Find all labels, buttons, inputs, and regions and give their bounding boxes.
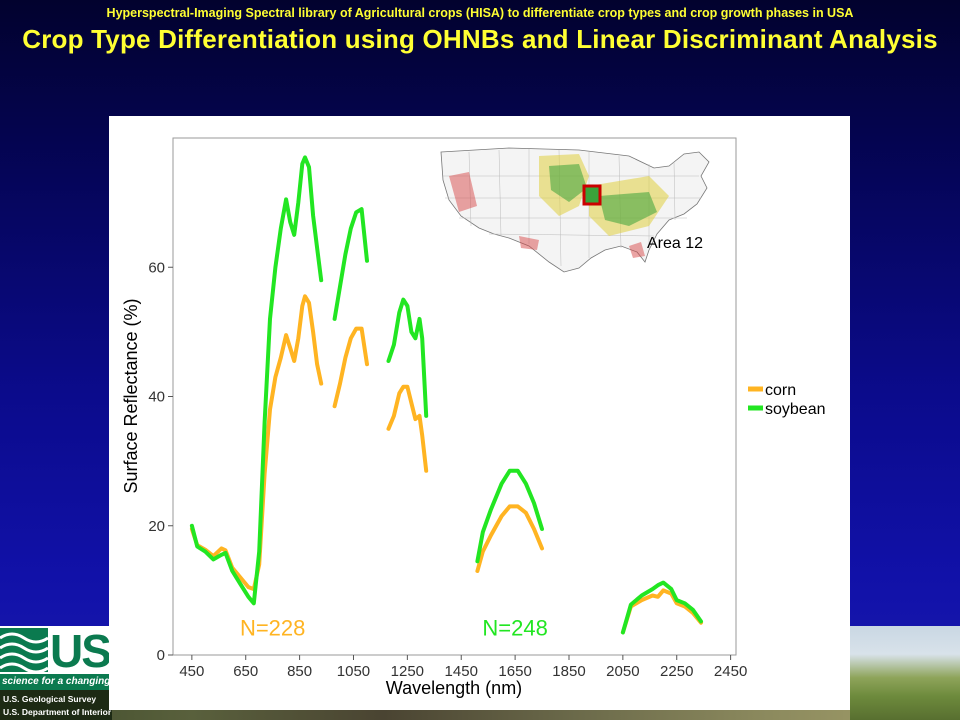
legend-label-soybean: soybean [765, 401, 826, 418]
crop-area-red [449, 172, 645, 258]
x-tick-label: 1050 [337, 663, 370, 680]
x-tick-label: 1850 [552, 663, 585, 680]
x-tick-label: 1650 [498, 663, 531, 680]
series-line-corn [475, 504, 544, 573]
series-line-corn [620, 588, 703, 635]
y-tick-label: 20 [148, 518, 165, 535]
x-tick-label: 850 [287, 663, 312, 680]
inset-map-label: Area 12 [647, 235, 703, 252]
reflectance-chart: 450 650 850 1050 1250 1450 1650 1850 2050 2250 245… [121, 137, 826, 698]
series-line-corn [332, 326, 369, 409]
x-axis-label: Wavelength (nm) [386, 678, 522, 698]
inset-map: Area 12 [439, 144, 729, 284]
x-tick-label: 2250 [660, 663, 693, 680]
slide-subtitle: Hyperspectral-Imaging Spectral library o… [106, 6, 854, 20]
x-tick-label: 450 [179, 663, 204, 680]
x-tick-label: 2450 [714, 663, 747, 680]
series-line-soybean [386, 297, 429, 418]
legend: corn soybean [748, 382, 826, 418]
usgs-logo-text: US [50, 625, 112, 677]
usgs-logo-icon [0, 628, 49, 674]
x-tick-label: 1250 [391, 663, 424, 680]
x-tick-label: 1450 [445, 663, 478, 680]
usgs-footer-band [0, 690, 112, 720]
usgs-department-line: U.S. Department of Interior [3, 707, 112, 717]
series-line-soybean [475, 468, 544, 564]
crop-area-green [549, 164, 657, 226]
annotation-soybean-n: N=248 [482, 616, 547, 641]
series-line-corn [386, 384, 429, 473]
legend-label-corn: corn [765, 382, 796, 399]
y-tick-label: 0 [157, 647, 165, 664]
chart-panel: 450 650 850 1050 1250 1450 1650 1850 2050 2250 245… [109, 116, 850, 710]
slide-title: Crop Type Differentiation using OHNBs an… [22, 24, 938, 54]
y-tick-label: 60 [148, 259, 165, 276]
y-tick-label: 40 [148, 389, 165, 406]
x-tick-label: 2050 [606, 663, 639, 680]
series-line-soybean [620, 580, 703, 635]
series-line-soybean [332, 207, 369, 321]
usgs-slogan: science for a changing world [0, 674, 114, 690]
landscape-photo [850, 626, 960, 720]
annotation-corn-n: N=228 [240, 616, 305, 641]
series-line-corn [189, 294, 324, 592]
y-axis-label: Surface Reflectance (%) [121, 298, 141, 493]
series-line-soybean [189, 155, 324, 606]
x-tick-label: 650 [233, 663, 258, 680]
area-12-highlight [582, 184, 602, 206]
usgs-agency-line: U.S. Geological Survey [3, 694, 97, 704]
